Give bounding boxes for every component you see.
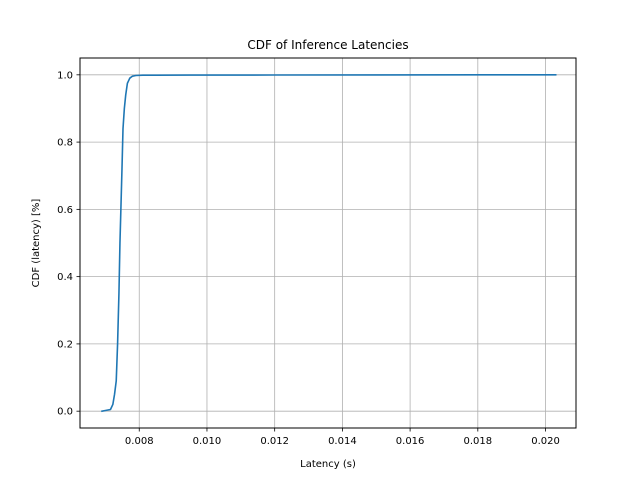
y-tick-label: 0.4 xyxy=(57,272,73,283)
chart-title: CDF of Inference Latencies xyxy=(247,38,408,52)
y-axis-label: CDF (latency) [%] xyxy=(31,199,42,288)
y-tick-label: 0.8 xyxy=(57,138,73,149)
plot-frame xyxy=(79,57,577,429)
x-tick-label: 0.008 xyxy=(125,436,154,447)
x-tick-label: 0.018 xyxy=(463,436,492,447)
y-axis-ticks: 0.0 0.2 0.4 0.6 0.8 1.0 xyxy=(57,70,80,418)
x-tick-label: 0.016 xyxy=(396,436,425,447)
y-tick-label: 0.0 xyxy=(57,407,73,418)
x-axis-label: Latency (s) xyxy=(300,459,356,470)
x-axis-ticks: 0.008 0.010 0.012 0.014 0.016 0.018 0.020 xyxy=(125,428,560,447)
x-tick-label: 0.010 xyxy=(193,436,222,447)
y-tick-label: 0.2 xyxy=(57,339,73,350)
series-layer xyxy=(101,74,557,413)
y-tick-label: 1.0 xyxy=(57,70,73,81)
cdf-line xyxy=(101,74,557,413)
y-tick-label: 0.6 xyxy=(57,205,73,216)
x-tick-label: 0.020 xyxy=(531,436,560,447)
x-tick-label: 0.012 xyxy=(260,436,289,447)
x-tick-label: 0.014 xyxy=(328,436,357,447)
